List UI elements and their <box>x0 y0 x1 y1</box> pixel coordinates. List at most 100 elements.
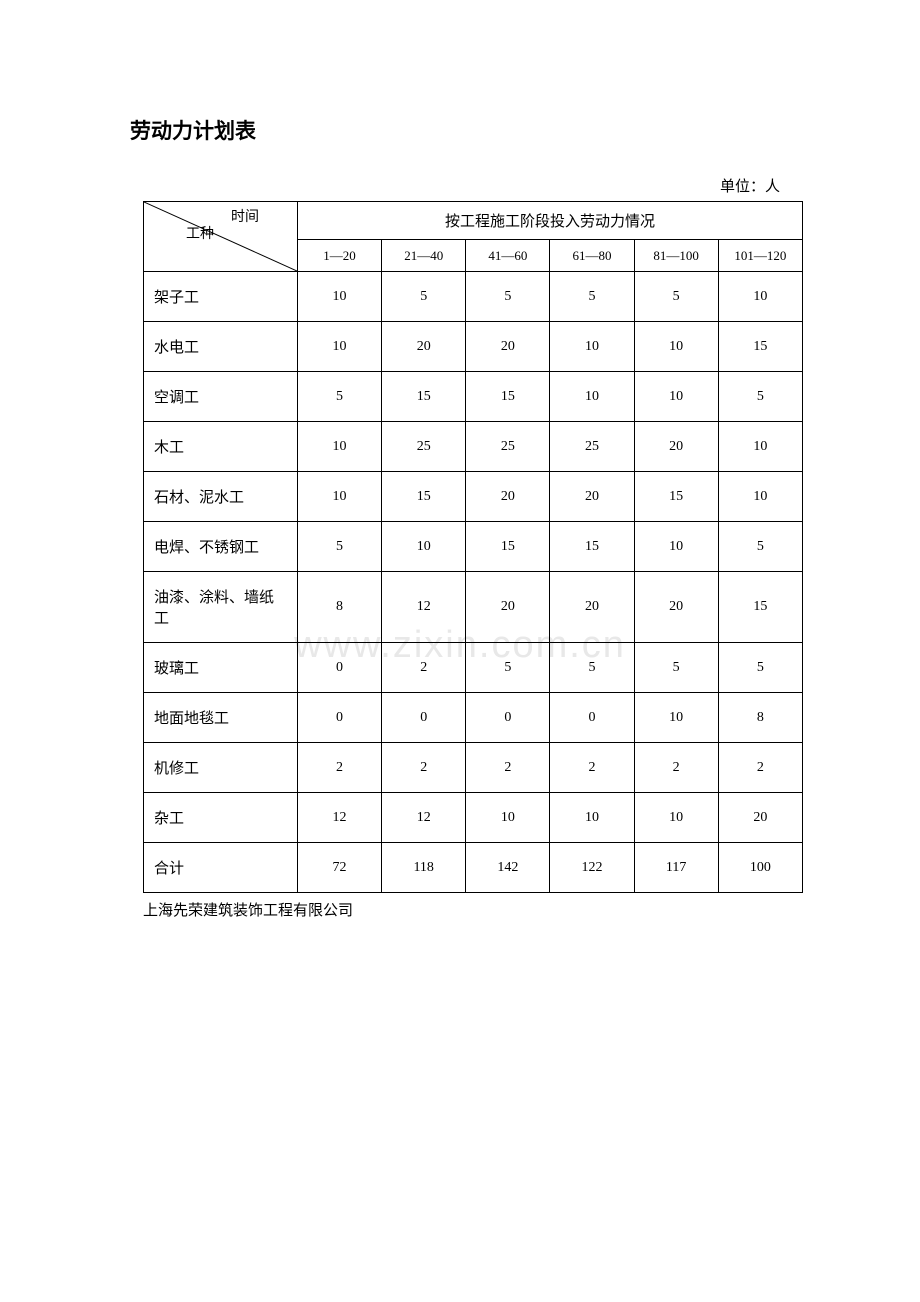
data-cell: 5 <box>634 272 718 322</box>
data-cell: 15 <box>718 322 802 372</box>
row-label: 机修工 <box>144 743 298 793</box>
data-cell: 15 <box>382 472 466 522</box>
data-cell: 5 <box>466 643 550 693</box>
column-header: 101—120 <box>718 240 802 272</box>
data-cell: 10 <box>466 793 550 843</box>
data-cell: 10 <box>634 522 718 572</box>
table-row: 合计72118142122117100 <box>144 843 803 893</box>
table-row: 地面地毯工0000108 <box>144 693 803 743</box>
data-cell: 12 <box>382 572 466 643</box>
data-cell: 5 <box>466 272 550 322</box>
data-cell: 10 <box>634 793 718 843</box>
data-cell: 2 <box>550 743 634 793</box>
data-cell: 0 <box>550 693 634 743</box>
data-cell: 2 <box>382 643 466 693</box>
data-cell: 25 <box>382 422 466 472</box>
table-row: 石材、泥水工101520201510 <box>144 472 803 522</box>
table-row: 油漆、涂料、墙纸工81220202015 <box>144 572 803 643</box>
data-cell: 10 <box>297 272 381 322</box>
row-label: 玻璃工 <box>144 643 298 693</box>
row-label: 电焊、不锈钢工 <box>144 522 298 572</box>
data-cell: 12 <box>382 793 466 843</box>
data-cell: 10 <box>382 522 466 572</box>
data-cell: 0 <box>297 643 381 693</box>
data-cell: 10 <box>634 693 718 743</box>
row-label: 地面地毯工 <box>144 693 298 743</box>
data-cell: 20 <box>466 322 550 372</box>
data-cell: 15 <box>550 522 634 572</box>
table-row: 机修工222222 <box>144 743 803 793</box>
diagonal-header-cell: 时间 工种 <box>144 202 298 272</box>
row-label: 杂工 <box>144 793 298 843</box>
table-row: 水电工102020101015 <box>144 322 803 372</box>
data-cell: 5 <box>297 372 381 422</box>
data-cell: 100 <box>718 843 802 893</box>
data-cell: 2 <box>382 743 466 793</box>
data-cell: 10 <box>718 272 802 322</box>
data-cell: 2 <box>466 743 550 793</box>
data-cell: 5 <box>550 643 634 693</box>
column-header: 81—100 <box>634 240 718 272</box>
table-row: 架子工10555510 <box>144 272 803 322</box>
table-row: 木工102525252010 <box>144 422 803 472</box>
data-cell: 5 <box>634 643 718 693</box>
table-row: 杂工121210101020 <box>144 793 803 843</box>
labor-plan-table: 时间 工种 按工程施工阶段投入劳动力情况 1—20 21—40 41—60 61… <box>143 201 803 893</box>
data-cell: 5 <box>718 372 802 422</box>
data-cell: 10 <box>634 372 718 422</box>
row-label: 架子工 <box>144 272 298 322</box>
data-cell: 2 <box>297 743 381 793</box>
diagonal-bottom-label: 工种 <box>186 223 214 243</box>
data-cell: 20 <box>382 322 466 372</box>
table-row: 空调工5151510105 <box>144 372 803 422</box>
unit-label: 单位：人 <box>130 175 790 196</box>
data-cell: 15 <box>634 472 718 522</box>
data-cell: 10 <box>718 422 802 472</box>
data-cell: 25 <box>466 422 550 472</box>
data-cell: 0 <box>466 693 550 743</box>
data-cell: 25 <box>550 422 634 472</box>
data-cell: 20 <box>634 572 718 643</box>
column-header: 21—40 <box>382 240 466 272</box>
data-cell: 20 <box>718 793 802 843</box>
diagonal-top-label: 时间 <box>231 206 259 226</box>
column-header: 41—60 <box>466 240 550 272</box>
table-row: 玻璃工025555 <box>144 643 803 693</box>
data-cell: 0 <box>382 693 466 743</box>
row-label: 石材、泥水工 <box>144 472 298 522</box>
data-cell: 8 <box>297 572 381 643</box>
data-cell: 10 <box>718 472 802 522</box>
footer-company: 上海先荣建筑装饰工程有限公司 <box>143 899 790 920</box>
header-row-1: 时间 工种 按工程施工阶段投入劳动力情况 <box>144 202 803 240</box>
data-cell: 2 <box>634 743 718 793</box>
table-row: 电焊、不锈钢工5101515105 <box>144 522 803 572</box>
data-cell: 118 <box>382 843 466 893</box>
data-cell: 122 <box>550 843 634 893</box>
data-cell: 15 <box>382 372 466 422</box>
data-cell: 10 <box>297 472 381 522</box>
data-cell: 20 <box>550 472 634 522</box>
data-cell: 142 <box>466 843 550 893</box>
merged-header: 按工程施工阶段投入劳动力情况 <box>297 202 802 240</box>
data-cell: 8 <box>718 693 802 743</box>
row-label: 油漆、涂料、墙纸工 <box>144 572 298 643</box>
row-label: 空调工 <box>144 372 298 422</box>
data-cell: 12 <box>297 793 381 843</box>
data-cell: 10 <box>297 422 381 472</box>
data-cell: 72 <box>297 843 381 893</box>
data-cell: 15 <box>466 522 550 572</box>
data-cell: 10 <box>634 322 718 372</box>
data-cell: 2 <box>718 743 802 793</box>
data-cell: 10 <box>550 793 634 843</box>
row-label: 合计 <box>144 843 298 893</box>
data-cell: 20 <box>466 572 550 643</box>
data-cell: 117 <box>634 843 718 893</box>
page-title: 劳动力计划表 <box>130 115 790 145</box>
data-cell: 5 <box>297 522 381 572</box>
data-cell: 10 <box>297 322 381 372</box>
column-header: 61—80 <box>550 240 634 272</box>
row-label: 木工 <box>144 422 298 472</box>
data-cell: 15 <box>718 572 802 643</box>
data-cell: 5 <box>550 272 634 322</box>
data-cell: 10 <box>550 322 634 372</box>
